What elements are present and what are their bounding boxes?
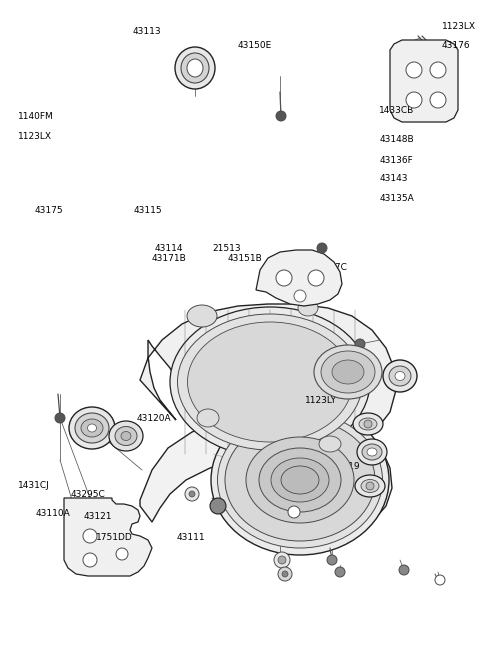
Circle shape [327, 555, 337, 565]
Text: 43111: 43111 [177, 533, 205, 542]
Ellipse shape [362, 444, 382, 460]
Ellipse shape [332, 360, 364, 384]
Ellipse shape [383, 360, 417, 392]
Text: 43121: 43121 [84, 512, 112, 521]
Text: 1123LY: 1123LY [305, 396, 337, 406]
Circle shape [276, 111, 286, 121]
Circle shape [406, 62, 422, 78]
Text: 43110A: 43110A [36, 509, 71, 518]
Circle shape [430, 62, 446, 78]
Circle shape [294, 290, 306, 302]
Text: 1123LX: 1123LX [442, 22, 476, 31]
Polygon shape [140, 416, 392, 542]
Text: 1140FM: 1140FM [18, 111, 54, 121]
Ellipse shape [87, 424, 96, 432]
Circle shape [364, 420, 372, 428]
Ellipse shape [246, 437, 354, 523]
Ellipse shape [109, 421, 143, 451]
Polygon shape [256, 250, 342, 306]
Ellipse shape [217, 412, 383, 548]
Ellipse shape [181, 53, 209, 83]
Text: 1123LX: 1123LX [18, 132, 52, 141]
Text: 43171B: 43171B [152, 254, 186, 263]
Text: 43136F: 43136F [379, 156, 413, 165]
Polygon shape [64, 498, 152, 576]
Ellipse shape [355, 475, 385, 497]
Text: 43295C: 43295C [71, 490, 106, 499]
Circle shape [317, 243, 327, 253]
Text: 43119: 43119 [331, 462, 360, 471]
Ellipse shape [389, 366, 411, 386]
Ellipse shape [121, 432, 131, 441]
Text: 1751DD: 1751DD [96, 533, 132, 542]
Text: 43176: 43176 [442, 41, 470, 50]
Text: 43135A: 43135A [379, 194, 414, 203]
Text: 43120A: 43120A [137, 414, 171, 423]
Circle shape [210, 498, 226, 514]
Ellipse shape [197, 409, 219, 427]
Text: 21513: 21513 [212, 244, 241, 253]
Circle shape [83, 529, 97, 543]
Ellipse shape [353, 413, 383, 435]
Ellipse shape [395, 372, 405, 381]
Ellipse shape [187, 305, 217, 327]
Ellipse shape [178, 314, 362, 450]
Ellipse shape [81, 419, 103, 437]
Text: 43113: 43113 [132, 27, 161, 36]
Text: 1433CA: 1433CA [280, 253, 315, 262]
Circle shape [366, 482, 374, 490]
Polygon shape [140, 304, 396, 456]
Circle shape [308, 270, 324, 286]
Circle shape [276, 270, 292, 286]
Circle shape [399, 565, 409, 575]
Ellipse shape [321, 351, 375, 393]
Text: 1433CB: 1433CB [379, 106, 414, 115]
Circle shape [406, 92, 422, 108]
Text: 43150E: 43150E [238, 41, 272, 50]
Text: 43148B: 43148B [379, 135, 414, 144]
Circle shape [435, 575, 445, 585]
Circle shape [278, 567, 292, 581]
Text: 43137C: 43137C [313, 263, 348, 273]
Text: 43175: 43175 [35, 206, 63, 215]
Circle shape [55, 413, 65, 423]
Text: 1431CJ: 1431CJ [18, 481, 50, 490]
Circle shape [83, 553, 97, 567]
Circle shape [282, 571, 288, 577]
Circle shape [278, 556, 286, 564]
Ellipse shape [319, 436, 341, 452]
Ellipse shape [367, 448, 377, 456]
Ellipse shape [75, 413, 109, 443]
Ellipse shape [359, 418, 377, 430]
Ellipse shape [115, 426, 137, 445]
Circle shape [430, 92, 446, 108]
Ellipse shape [225, 419, 375, 541]
Ellipse shape [188, 322, 352, 442]
Ellipse shape [175, 47, 215, 89]
Ellipse shape [187, 59, 203, 77]
Ellipse shape [259, 448, 341, 512]
Circle shape [274, 552, 290, 568]
Circle shape [116, 548, 128, 560]
Text: 43114: 43114 [155, 244, 183, 253]
Text: 43115: 43115 [133, 206, 162, 215]
Text: 43151B: 43151B [228, 254, 262, 263]
Ellipse shape [357, 439, 387, 465]
Polygon shape [390, 40, 458, 122]
Circle shape [335, 567, 345, 577]
Circle shape [355, 339, 365, 349]
Ellipse shape [211, 405, 389, 555]
Circle shape [288, 506, 300, 518]
Ellipse shape [314, 345, 382, 399]
Ellipse shape [281, 466, 319, 494]
Ellipse shape [361, 479, 379, 492]
Ellipse shape [170, 307, 370, 457]
Ellipse shape [271, 458, 329, 502]
Ellipse shape [298, 300, 318, 316]
Text: 43143: 43143 [379, 174, 408, 183]
Circle shape [189, 491, 195, 497]
Circle shape [185, 487, 199, 501]
Ellipse shape [69, 407, 115, 449]
